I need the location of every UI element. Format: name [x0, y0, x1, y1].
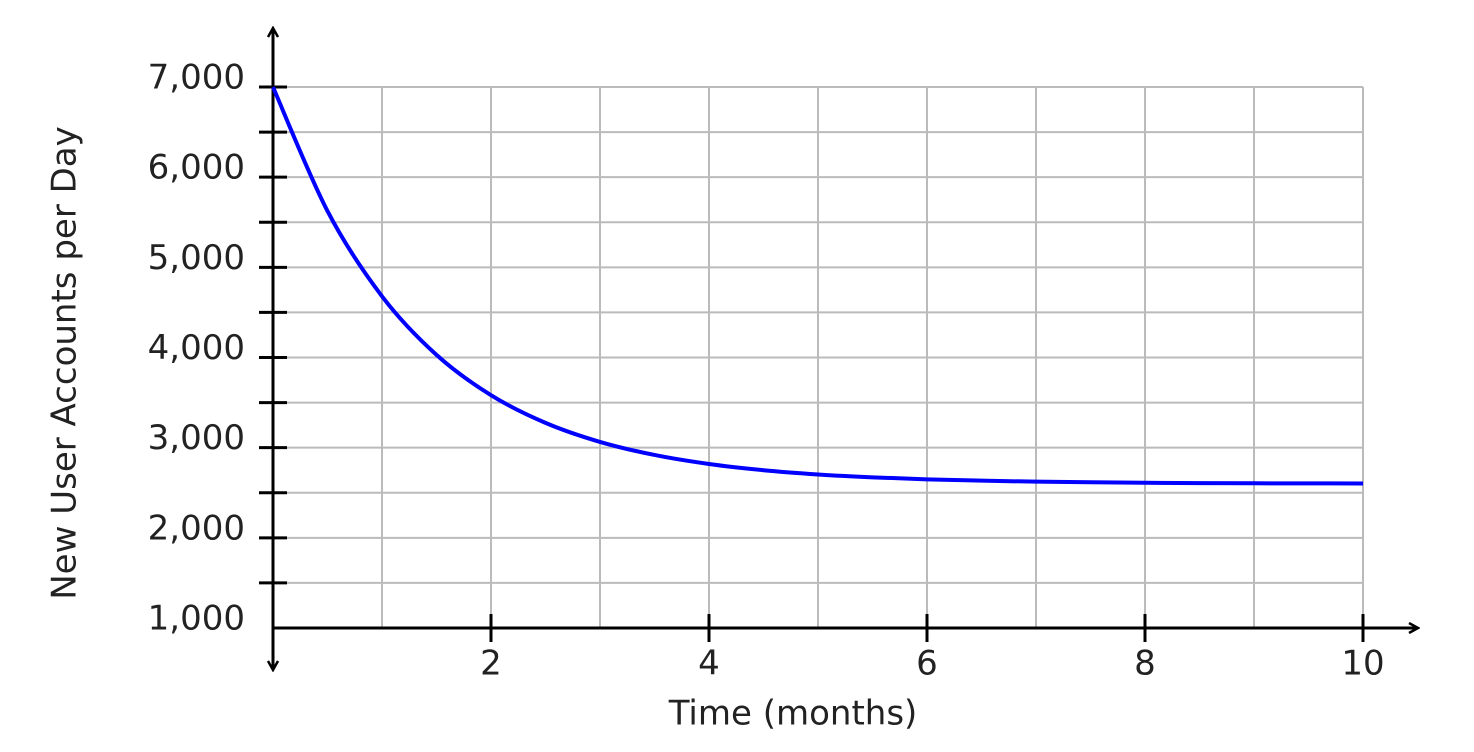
x-tick-label: 10	[1341, 644, 1384, 684]
x-axis-label: Time (months)	[668, 694, 918, 734]
grid	[273, 86, 1364, 628]
x-tick-label: 2	[480, 644, 502, 684]
y-tick-label: 2,000	[148, 508, 245, 548]
y-tick-label: 3,000	[148, 418, 245, 458]
x-tick-label: 8	[1134, 644, 1156, 684]
x-tick-label: 6	[916, 644, 938, 684]
line-series	[271, 86, 1364, 486]
y-tick-label: 1,000	[148, 599, 245, 639]
y-axis-label: New User Accounts per Day	[45, 126, 85, 600]
y-tick-label: 4,000	[148, 328, 245, 368]
y-tick-label: 6,000	[148, 148, 245, 188]
y-tick-label: 5,000	[148, 238, 245, 278]
x-tick-label: 4	[698, 644, 720, 684]
y-tick-label: 7,000	[148, 58, 245, 98]
